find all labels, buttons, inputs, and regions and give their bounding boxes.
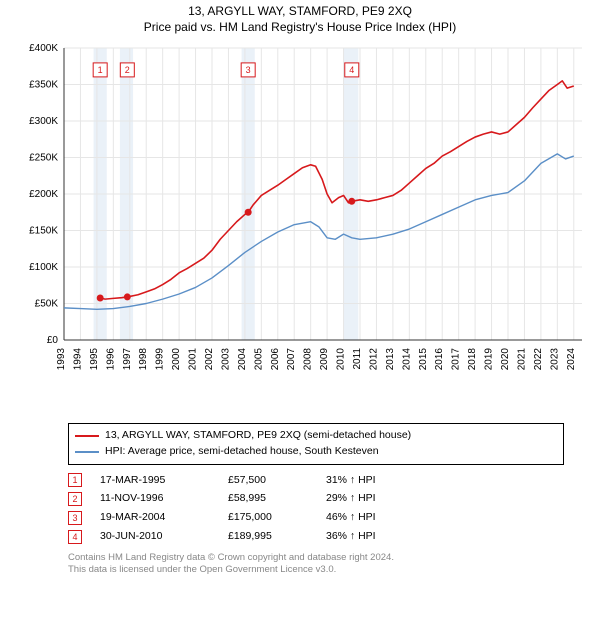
svg-text:2018: 2018 [467, 348, 478, 371]
svg-text:2020: 2020 [500, 348, 511, 371]
chart-subtitle: Price paid vs. HM Land Registry's House … [8, 20, 592, 34]
svg-text:2003: 2003 [220, 348, 231, 371]
legend-item-property: 13, ARGYLL WAY, STAMFORD, PE9 2XQ (semi-… [75, 428, 557, 444]
svg-text:2009: 2009 [319, 348, 330, 371]
chart-title: 13, ARGYLL WAY, STAMFORD, PE9 2XQ [8, 4, 592, 18]
footer-attribution: Contains HM Land Registry data © Crown c… [68, 552, 564, 577]
svg-text:2012: 2012 [368, 348, 379, 371]
svg-text:2021: 2021 [516, 348, 527, 371]
svg-text:2019: 2019 [484, 348, 495, 371]
svg-text:2023: 2023 [549, 348, 560, 371]
svg-text:2015: 2015 [418, 348, 429, 371]
svg-text:£50K: £50K [35, 299, 59, 310]
svg-text:2000: 2000 [171, 348, 182, 371]
svg-text:£200K: £200K [29, 189, 58, 200]
legend-label: 13, ARGYLL WAY, STAMFORD, PE9 2XQ (semi-… [105, 428, 411, 444]
svg-text:1994: 1994 [72, 348, 83, 371]
svg-text:£150K: £150K [29, 226, 58, 237]
svg-text:2007: 2007 [286, 348, 297, 371]
svg-text:2013: 2013 [385, 348, 396, 371]
sale-price: £58,995 [228, 489, 308, 508]
sale-price: £189,995 [228, 527, 308, 546]
svg-text:2014: 2014 [401, 348, 412, 371]
legend-label: HPI: Average price, semi-detached house,… [105, 444, 379, 460]
svg-text:£0: £0 [47, 335, 59, 346]
sales-table: 1 17-MAR-1995 £57,500 31% ↑ HPI 2 11-NOV-1996… [68, 471, 564, 547]
sale-date: 30-JUN-2010 [100, 527, 210, 546]
sale-pct: 46% ↑ HPI [326, 508, 416, 527]
svg-text:2016: 2016 [434, 348, 445, 371]
svg-text:£100K: £100K [29, 262, 58, 273]
sale-date: 17-MAR-1995 [100, 471, 210, 490]
sale-row: 3 19-MAR-2004 £175,000 46% ↑ HPI [68, 508, 564, 527]
svg-text:1997: 1997 [122, 348, 133, 371]
sale-row: 4 30-JUN-2010 £189,995 36% ↑ HPI [68, 527, 564, 546]
sale-date: 19-MAR-2004 [100, 508, 210, 527]
svg-text:3: 3 [246, 65, 251, 75]
svg-text:2022: 2022 [533, 348, 544, 371]
legend: 13, ARGYLL WAY, STAMFORD, PE9 2XQ (semi-… [68, 423, 564, 465]
sale-marker: 4 [68, 530, 82, 544]
svg-text:£400K: £400K [29, 43, 58, 54]
svg-text:2: 2 [125, 65, 130, 75]
svg-text:2001: 2001 [188, 348, 199, 371]
legend-item-hpi: HPI: Average price, semi-detached house,… [75, 444, 557, 460]
svg-text:1996: 1996 [105, 348, 116, 371]
svg-text:2011: 2011 [352, 348, 363, 370]
sale-marker: 3 [68, 511, 82, 525]
sale-pct: 36% ↑ HPI [326, 527, 416, 546]
svg-text:1995: 1995 [89, 348, 100, 371]
svg-text:1999: 1999 [155, 348, 166, 371]
svg-text:1998: 1998 [138, 348, 149, 371]
svg-text:2002: 2002 [204, 348, 215, 371]
svg-text:£300K: £300K [29, 116, 58, 127]
sale-date: 11-NOV-1996 [100, 489, 210, 508]
sale-pct: 29% ↑ HPI [326, 489, 416, 508]
sale-price: £175,000 [228, 508, 308, 527]
svg-text:£250K: £250K [29, 153, 58, 164]
sale-row: 1 17-MAR-1995 £57,500 31% ↑ HPI [68, 471, 564, 490]
svg-text:2008: 2008 [303, 348, 314, 371]
sale-row: 2 11-NOV-1996 £58,995 29% ↑ HPI [68, 489, 564, 508]
svg-text:1993: 1993 [56, 348, 67, 371]
svg-text:£350K: £350K [29, 80, 58, 91]
sale-marker: 1 [68, 473, 82, 487]
sale-pct: 31% ↑ HPI [326, 471, 416, 490]
svg-text:2017: 2017 [451, 348, 462, 371]
sale-price: £57,500 [228, 471, 308, 490]
svg-text:1: 1 [98, 65, 103, 75]
sale-marker: 2 [68, 492, 82, 506]
svg-text:2004: 2004 [237, 348, 248, 371]
svg-text:2010: 2010 [336, 348, 347, 371]
svg-text:2006: 2006 [270, 348, 281, 371]
svg-text:2024: 2024 [566, 348, 577, 371]
price-chart: £0 £50K £100K £150K £200K £250K £300K £350K £400… [8, 40, 592, 415]
svg-text:2005: 2005 [253, 348, 264, 371]
svg-text:4: 4 [349, 65, 354, 75]
